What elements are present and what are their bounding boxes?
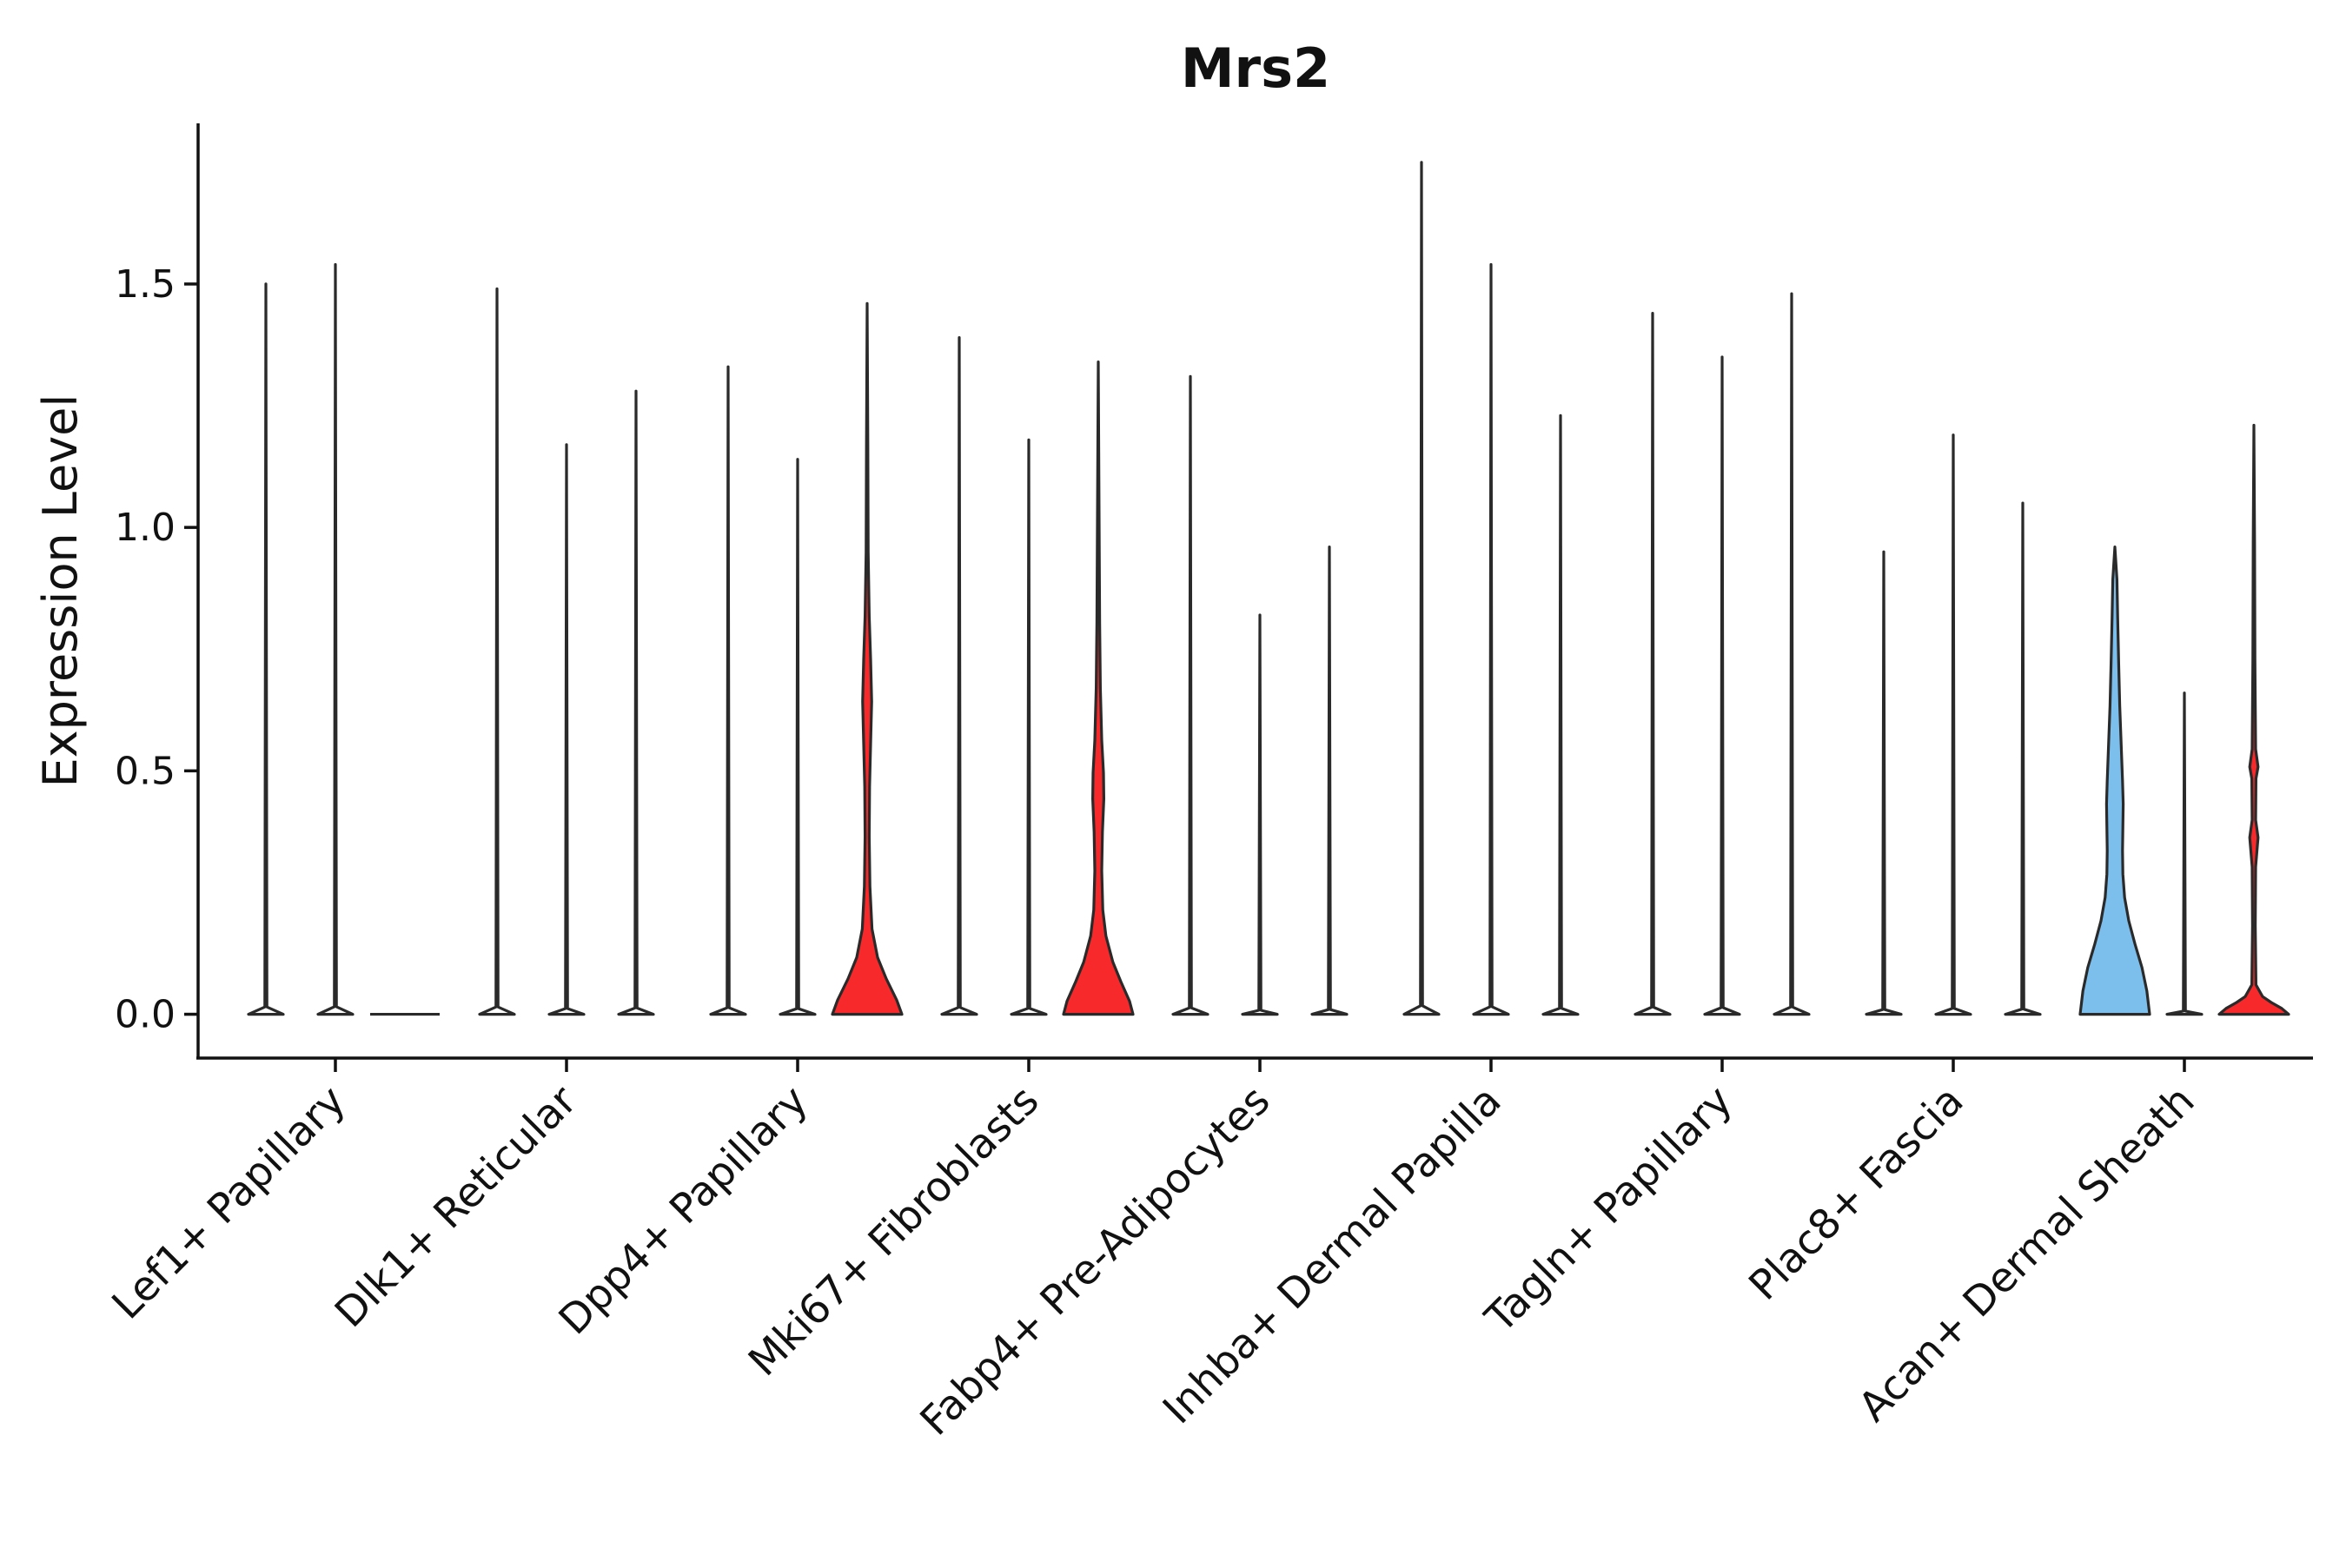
violin-8-2 bbox=[1934, 433, 1972, 1016]
violin-5-2 bbox=[1241, 613, 1279, 1016]
x-tick-label: Dpp4+ Papillary bbox=[550, 1077, 818, 1345]
violin-3-3 bbox=[831, 301, 904, 1016]
y-tick-label: 1.5 bbox=[115, 262, 176, 307]
violin-3-2 bbox=[779, 458, 817, 1016]
violin-7-1 bbox=[1634, 312, 1672, 1016]
y-ticks: 0.0 0.5 1.0 1.5 bbox=[115, 262, 198, 1037]
violin-5-3 bbox=[1310, 546, 1349, 1016]
x-tick-label: Dlk1+ Reticular bbox=[326, 1076, 586, 1337]
violin-8-3 bbox=[2004, 501, 2042, 1016]
x-tick-label: Plac8+ Fascia bbox=[1740, 1077, 1973, 1310]
violin-8-1 bbox=[1865, 550, 1903, 1016]
violin-7-3 bbox=[1773, 292, 1811, 1016]
violin-2-1 bbox=[478, 287, 516, 1016]
violin-2-2 bbox=[547, 443, 586, 1016]
violin-6-2 bbox=[1472, 262, 1510, 1016]
violin-1-1 bbox=[247, 282, 285, 1016]
violin-7-2 bbox=[1703, 355, 1741, 1016]
violin-6-3 bbox=[1541, 414, 1580, 1016]
violin-4-2 bbox=[1010, 438, 1048, 1016]
violin-3-1 bbox=[709, 365, 747, 1016]
x-tick-label: Lef1+ Papillary bbox=[103, 1077, 355, 1329]
y-tick-label: 0.0 bbox=[115, 993, 176, 1037]
violin-2-3 bbox=[617, 389, 655, 1016]
y-tick-label: 0.5 bbox=[115, 749, 176, 793]
violin-4-3 bbox=[1062, 361, 1135, 1016]
violin-4-1 bbox=[940, 336, 978, 1016]
x-tick-label: Tagln+ Papillary bbox=[1476, 1077, 1742, 1343]
chart-title: Mrs2 bbox=[1181, 36, 1330, 100]
y-axis-label: Expression Level bbox=[33, 394, 88, 788]
violin-1-2 bbox=[316, 262, 355, 1016]
y-tick-label: 1.0 bbox=[115, 506, 176, 550]
violin-9-2 bbox=[2165, 691, 2204, 1016]
violin-5-1 bbox=[1171, 374, 1209, 1016]
violin-9-3 bbox=[2217, 423, 2290, 1016]
violin-6-1 bbox=[1402, 161, 1441, 1016]
violin-layer bbox=[247, 161, 2290, 1016]
violin-9-1 bbox=[2078, 546, 2151, 1016]
